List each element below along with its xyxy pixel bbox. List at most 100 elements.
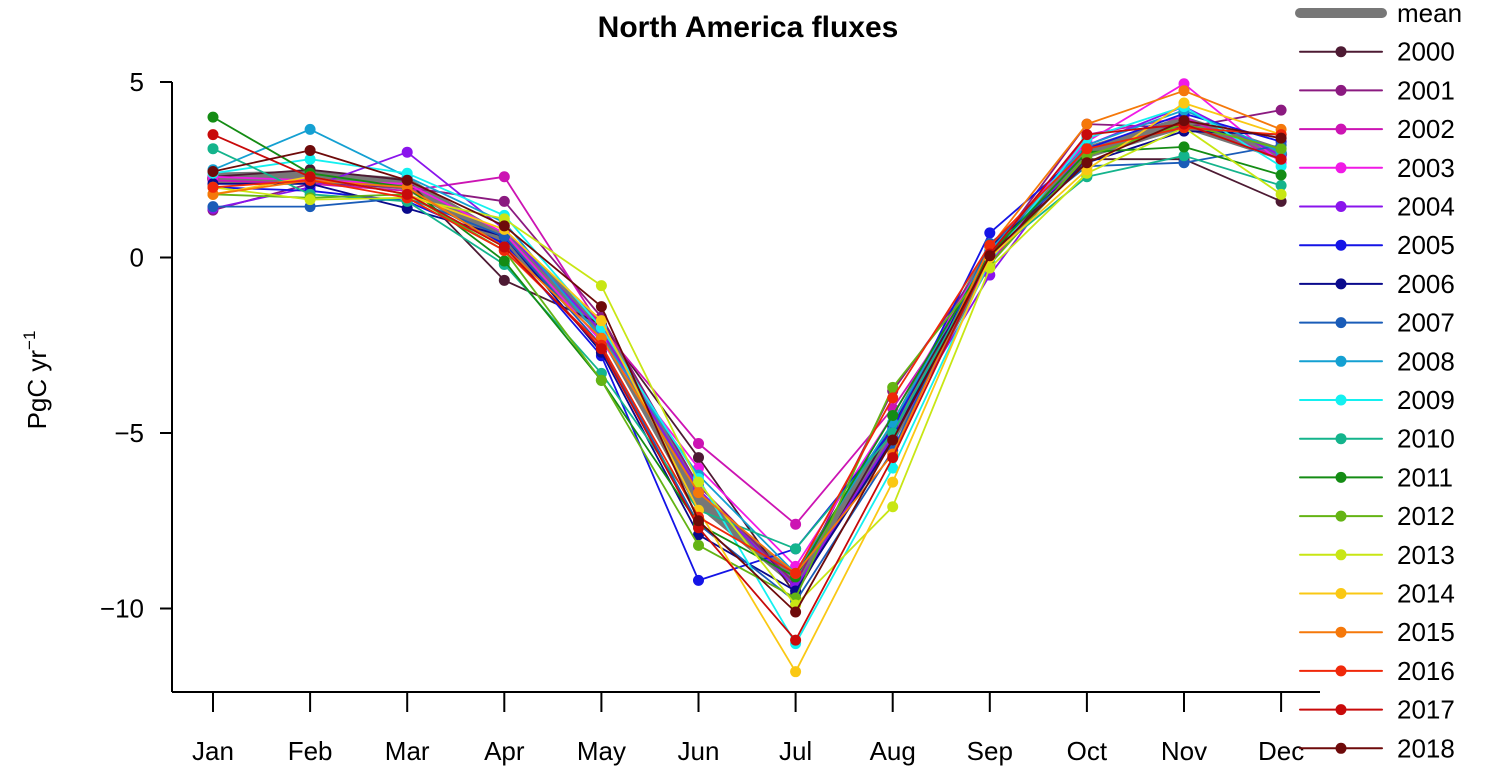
x-tick-label: Jan — [192, 736, 234, 766]
data-point — [207, 129, 219, 141]
data-point — [693, 487, 704, 499]
legend-label: 2004 — [1397, 192, 1455, 222]
series-line — [212, 123, 1282, 641]
legend-label: 2018 — [1397, 733, 1455, 763]
legend-item-2014: 2014 — [1299, 579, 1455, 609]
data-point — [1081, 118, 1093, 130]
data-point — [1275, 104, 1287, 116]
data-point — [304, 194, 316, 206]
data-point — [304, 171, 316, 183]
legend-label: 2007 — [1397, 308, 1455, 338]
y-tick-label: 0 — [130, 243, 144, 273]
x-tick-label: Sep — [967, 736, 1013, 766]
legend-item-2008: 2008 — [1299, 346, 1455, 376]
series-2002 — [207, 111, 1287, 530]
data-point — [887, 462, 899, 474]
y-tick-label: −5 — [114, 418, 144, 448]
legend-item-2012: 2012 — [1299, 501, 1455, 531]
legend-label: 2008 — [1397, 346, 1455, 376]
legend-label: 2017 — [1397, 695, 1455, 725]
data-point — [693, 574, 704, 586]
data-point — [498, 255, 510, 267]
data-point — [790, 666, 802, 678]
data-point — [790, 634, 802, 646]
legend-swatch-point — [1335, 123, 1347, 135]
data-point — [401, 146, 413, 158]
axes — [171, 82, 1320, 693]
legend-label: 2002 — [1397, 114, 1455, 144]
data-point — [1178, 115, 1190, 127]
series-line — [212, 89, 1282, 575]
legend-item-2013: 2013 — [1299, 540, 1455, 570]
data-point — [595, 343, 607, 355]
data-point — [401, 174, 413, 186]
data-point — [207, 166, 219, 178]
legend-swatch-point — [1335, 355, 1347, 367]
legend-swatch-point — [1335, 510, 1347, 522]
legend-label: 2005 — [1397, 230, 1455, 260]
data-point — [1081, 129, 1093, 141]
series — [207, 78, 1288, 678]
data-point — [693, 452, 704, 464]
legend-swatch-point — [1335, 162, 1347, 174]
x-tick-label: May — [577, 736, 626, 766]
legend-item-2002: 2002 — [1299, 114, 1455, 144]
data-point — [304, 153, 316, 165]
legend-label: 2000 — [1397, 37, 1455, 67]
data-point — [790, 606, 802, 618]
x-tick-label: Aug — [870, 736, 916, 766]
x-tick-label: Jul — [779, 736, 812, 766]
data-point — [790, 518, 802, 530]
data-point — [887, 409, 899, 421]
series-line — [212, 82, 1282, 568]
legend-label: 2013 — [1397, 540, 1455, 570]
legend-label: 2015 — [1397, 617, 1455, 647]
data-point — [304, 144, 316, 156]
legend-swatch-point — [1335, 84, 1347, 96]
y-tick-label: −10 — [100, 594, 144, 624]
legend-item-2018: 2018 — [1299, 733, 1455, 763]
data-point — [790, 543, 802, 555]
legend-item-mean: mean — [1295, 0, 1462, 28]
x-tick-label: Mar — [385, 736, 430, 766]
series-line — [212, 119, 1282, 613]
legend-item-2016: 2016 — [1299, 656, 1455, 686]
data-point — [401, 188, 413, 200]
series-line — [212, 147, 1282, 550]
legend-swatch-point — [1335, 704, 1347, 716]
data-point — [1081, 157, 1093, 169]
legend-swatch-point — [1335, 626, 1347, 638]
data-point — [595, 315, 607, 327]
x-tick-label: Jun — [678, 736, 720, 766]
legend-item-2007: 2007 — [1299, 308, 1455, 338]
legend-swatch-point — [1335, 549, 1347, 561]
legend-label: 2011 — [1397, 462, 1453, 492]
legend-item-2006: 2006 — [1299, 269, 1455, 299]
data-point — [693, 476, 704, 488]
chart-title: North America fluxes — [598, 11, 899, 44]
series-2003 — [207, 78, 1287, 572]
data-point — [498, 220, 510, 232]
legend-item-2015: 2015 — [1299, 617, 1455, 647]
data-point — [1275, 132, 1287, 144]
data-point — [207, 111, 219, 123]
series-2016 — [207, 122, 1287, 579]
data-point — [498, 241, 510, 253]
data-point — [498, 274, 510, 286]
data-point — [498, 195, 510, 207]
legend-swatch-point — [1335, 471, 1347, 483]
data-point — [984, 239, 996, 251]
legend-swatch-point — [1335, 278, 1347, 290]
data-point — [1275, 188, 1287, 200]
data-point — [887, 381, 899, 393]
x-tick-label: Feb — [288, 736, 333, 766]
x-tick-label: Oct — [1067, 736, 1108, 766]
data-point — [887, 476, 899, 488]
legend-swatch-point — [1335, 588, 1347, 599]
data-point — [595, 374, 607, 386]
data-point — [887, 434, 899, 446]
data-point — [693, 515, 704, 527]
legend-swatch-point — [1335, 46, 1347, 58]
